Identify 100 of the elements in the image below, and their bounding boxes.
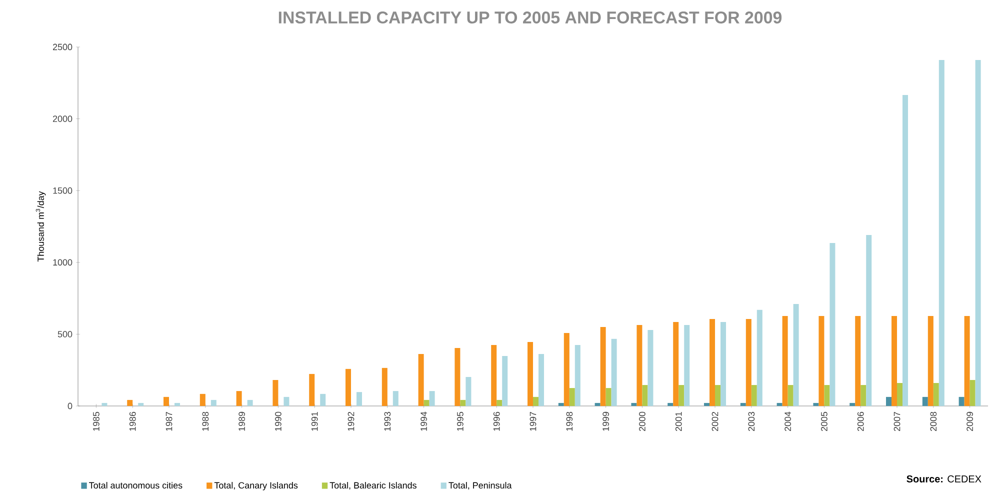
bar	[236, 391, 242, 406]
x-tick-label: 2002	[712, 412, 718, 431]
x-tick-label: 2006	[857, 412, 864, 431]
bar	[704, 402, 710, 406]
bar	[174, 402, 180, 406]
bar	[715, 385, 721, 406]
x-tick-label: 1985	[93, 412, 100, 431]
bar	[210, 400, 216, 406]
y-tick-label: 2000	[53, 116, 72, 122]
bar	[429, 391, 435, 406]
bar	[424, 400, 430, 406]
x-tick-label: 2001	[675, 412, 682, 431]
y-tick-label: 1500	[53, 187, 72, 194]
bar	[558, 402, 564, 406]
bar	[284, 396, 290, 406]
bar	[922, 396, 928, 406]
x-tick-label: 2009	[966, 412, 973, 431]
bar	[418, 354, 424, 406]
bar	[756, 310, 762, 406]
bar	[902, 94, 908, 406]
bar	[636, 324, 642, 406]
bar	[574, 344, 580, 406]
chart-title: INSTALLED CAPACITY UP TO 2005 AND FORECAST FOR 2009	[278, 12, 782, 24]
bar	[564, 333, 570, 406]
bar	[886, 396, 892, 406]
bar	[382, 368, 388, 406]
bar	[533, 396, 539, 406]
bar	[720, 322, 726, 406]
x-tick-label: 1991	[311, 412, 318, 431]
bar	[678, 385, 684, 406]
bar	[631, 402, 637, 406]
bar	[247, 400, 253, 406]
bar	[855, 316, 861, 406]
x-tick-label: 1998	[566, 412, 573, 431]
bar	[138, 402, 144, 406]
x-tick-label: 1989	[238, 412, 245, 431]
x-tick-label: 1996	[493, 412, 500, 431]
x-tick-label: 2008	[930, 412, 937, 431]
bar	[776, 402, 782, 406]
bar	[813, 402, 819, 406]
bar	[860, 385, 866, 406]
legend-label: Total, Peninsula	[448, 482, 512, 490]
bar	[933, 383, 939, 406]
bar	[830, 243, 836, 406]
bar	[866, 234, 872, 406]
bar	[892, 316, 898, 406]
x-tick-label: 1994	[420, 412, 427, 431]
bar	[740, 402, 746, 406]
y-tick-label: 2500	[53, 44, 72, 50]
bar	[466, 376, 472, 406]
bar	[746, 318, 752, 406]
bar	[569, 388, 575, 406]
bar	[975, 60, 981, 406]
legend-label: Total, Balearic Islands	[330, 482, 416, 490]
bar	[970, 380, 976, 406]
x-tick-label: 2000	[639, 412, 646, 431]
x-tick-label: 1992	[348, 412, 354, 431]
bar	[538, 354, 544, 406]
x-tick-label: 1986	[129, 412, 136, 431]
bar	[528, 342, 534, 406]
bar	[454, 348, 460, 406]
legend-label: Total autonomous cities	[89, 482, 182, 489]
bar	[850, 402, 856, 406]
legend-label: Total, Canary Islands	[214, 482, 298, 490]
x-tick-label: 2003	[748, 412, 755, 431]
bar	[611, 338, 617, 406]
bar	[102, 402, 108, 406]
bar	[958, 396, 964, 406]
bar	[392, 391, 398, 406]
bar	[818, 316, 824, 406]
bar	[788, 385, 794, 406]
bar	[668, 402, 674, 406]
bar	[460, 400, 466, 406]
bar	[642, 385, 648, 406]
text: Source: CEDEX	[906, 475, 982, 482]
bar	[751, 385, 757, 406]
bar	[964, 316, 970, 406]
bar	[793, 304, 799, 406]
bar	[309, 374, 315, 406]
bar	[606, 388, 612, 406]
y-tick-label: 500	[58, 331, 72, 338]
bar	[496, 400, 502, 406]
x-tick-label: 1988	[202, 412, 209, 431]
bar	[600, 327, 606, 406]
y-tick-label: 1000	[53, 259, 72, 266]
bar	[684, 324, 690, 406]
bar	[897, 383, 903, 406]
x-tick-label: 1993	[384, 412, 391, 431]
x-tick-label: 2007	[894, 412, 900, 431]
x-tick-label: 1995	[457, 412, 464, 431]
y-tick-label: 0	[68, 402, 72, 410]
x-tick-label: 1987	[166, 412, 172, 431]
bar	[710, 318, 716, 406]
bar	[320, 394, 326, 406]
bar	[673, 322, 679, 406]
bar	[782, 316, 788, 406]
x-tick-label: 2004	[784, 412, 791, 431]
bar	[938, 60, 944, 406]
x-tick-label: 1999	[602, 412, 609, 431]
bar	[346, 368, 352, 406]
